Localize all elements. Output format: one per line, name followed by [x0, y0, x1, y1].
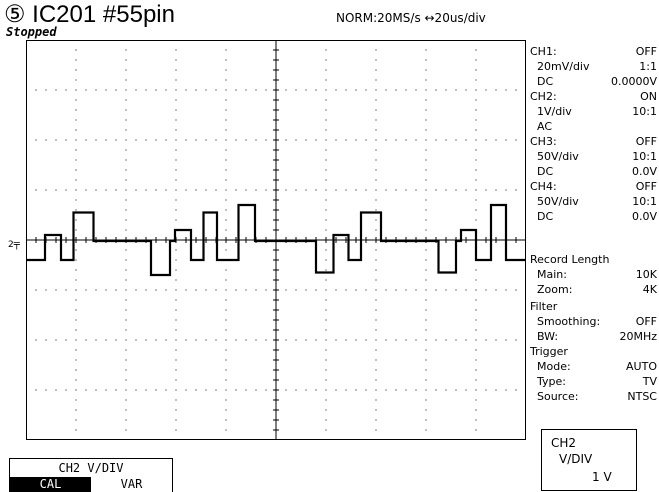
ch3-state[interactable]: OFF	[635, 135, 657, 148]
ch1-scale: 20mV/div	[537, 60, 590, 73]
ch2-trace	[26, 203, 526, 277]
record-zoom-label: Zoom:	[537, 283, 573, 296]
record-main-label: Main:	[537, 268, 567, 281]
acquisition-settings: NORM:20MS/s ↔20us/div	[336, 11, 486, 25]
ch4-offset: 0.0V	[631, 210, 657, 223]
ch2-marker-label: 2	[8, 240, 14, 250]
smoothing-label: Smoothing:	[537, 315, 601, 328]
ch4-row: CH4: OFF	[530, 180, 657, 193]
ch1-state[interactable]: OFF	[635, 45, 657, 58]
filter-heading: Filter	[530, 300, 558, 313]
waveform-title: ⑤ IC201 #55pin	[4, 1, 175, 28]
trigger-marker: T	[270, 40, 272, 41]
trigger-heading: Trigger	[530, 345, 568, 358]
ch4-probe: 10:1	[632, 195, 657, 208]
ch4-scale: 50V/div	[537, 195, 579, 208]
ch1-offset: 0.0000V	[610, 75, 657, 88]
ch2-vdiv-readout: CH2 V/DIV 1 V	[541, 429, 637, 491]
ch4-state[interactable]: OFF	[635, 180, 657, 193]
var-button[interactable]: VAR	[120, 477, 143, 491]
ch1-probe: 1:1	[639, 60, 657, 73]
ch3-coupling: DC	[537, 165, 554, 178]
record-length-heading: Record Length	[530, 253, 610, 266]
ch2-coupling: AC	[537, 120, 553, 133]
ch2-readout-unit: V/DIV	[559, 452, 593, 466]
oscilloscope-display[interactable]: T	[26, 40, 526, 440]
soft-menu-title: CH2 V/DIV	[58, 461, 124, 475]
ch3-scale: 50V/div	[537, 150, 579, 163]
bw-value: 20MHz	[619, 330, 657, 343]
ch3-probe: 10:1	[632, 150, 657, 163]
cal-button[interactable]: CAL	[10, 477, 91, 492]
trigger-type-value: TV	[642, 375, 657, 388]
trigger-source-value: NTSC	[627, 390, 657, 403]
ch3-row: CH3: OFF	[530, 135, 657, 148]
ch2-ground-marker: 2╤	[8, 239, 20, 250]
ch2-readout-channel: CH2	[551, 436, 577, 450]
ch2-scale: 1V/div	[537, 105, 572, 118]
record-main-value: 10K	[635, 268, 657, 281]
ch1-row: CH1: OFF	[530, 45, 657, 58]
smoothing-value: OFF	[635, 315, 657, 328]
ch2-state[interactable]: ON	[640, 90, 657, 103]
ch2-row: CH2: ON	[530, 90, 657, 103]
acquisition-status: Stopped	[6, 25, 57, 39]
bw-label: BW:	[537, 330, 559, 343]
ch4-coupling: DC	[537, 210, 554, 223]
settings-panel: CH1: OFF 20mV/div 1:1 DC 0.0000V CH2: ON 1V/…	[529, 40, 657, 420]
ch2-readout-value: 1 V	[592, 470, 612, 484]
record-zoom-value: 4K	[642, 283, 657, 296]
ch1-coupling: DC	[537, 75, 554, 88]
trigger-source-label: Source:	[537, 390, 579, 403]
trigger-mode-value: AUTO	[626, 360, 657, 373]
ch3-offset: 0.0V	[631, 165, 657, 178]
trigger-type-label: Type:	[537, 375, 566, 388]
trigger-mode-label: Mode:	[537, 360, 571, 373]
soft-key-menu: CH2 V/DIV CAL VAR	[9, 458, 173, 492]
ch2-probe: 10:1	[632, 105, 657, 118]
